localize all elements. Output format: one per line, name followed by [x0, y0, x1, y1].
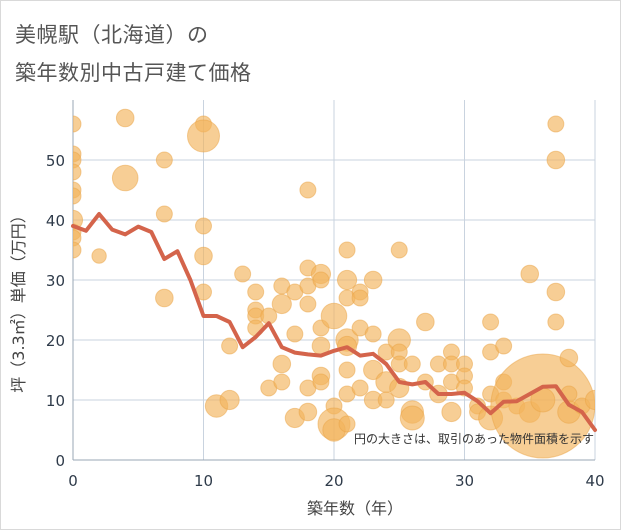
bubble-point: [546, 282, 566, 302]
y-tick-label: 10: [46, 392, 65, 410]
bubble-point: [286, 325, 304, 343]
bubble-point: [547, 115, 565, 133]
bubble-point: [247, 283, 265, 301]
x-tick-label: 20: [324, 472, 343, 490]
x-tick-label: 30: [455, 472, 474, 490]
y-axis-ticks: 0 10 20 30 40 50: [46, 152, 65, 470]
bubble-point: [221, 337, 239, 355]
bubble-point: [584, 389, 595, 411]
bubble-point: [272, 354, 292, 374]
bubble-point: [271, 293, 292, 315]
bubble-point: [363, 359, 384, 381]
chart-title-line2: 築年数別中古戸建て価格: [15, 61, 252, 85]
bubble-point: [187, 119, 220, 153]
bubble-point: [338, 241, 356, 259]
bubble-point: [377, 391, 395, 409]
bubble-point: [91, 248, 107, 264]
bubble-point: [482, 313, 500, 331]
size-annotation: 円の大きさは、取引のあった物件面積を示す: [354, 431, 594, 446]
bubble-point: [73, 187, 82, 205]
bubble-point: [338, 415, 356, 433]
x-tick-label: 40: [585, 472, 604, 490]
x-axis-ticks: 0 10 20 30 40: [68, 472, 604, 490]
bubble-point: [73, 163, 82, 181]
bubble-point: [559, 348, 579, 368]
bubble-point: [155, 205, 173, 223]
x-tick-label: 10: [194, 472, 213, 490]
y-tick-label: 40: [46, 212, 65, 230]
bubble-point: [299, 295, 317, 313]
trend-line: [71, 212, 597, 432]
y-tick-label: 0: [55, 452, 65, 470]
bubble-point: [351, 289, 369, 307]
bubble-point: [403, 355, 421, 373]
bubble-point: [155, 151, 173, 169]
bubble-point: [219, 389, 240, 411]
y-tick-label: 30: [46, 272, 65, 290]
y-tick-label: 20: [46, 332, 65, 350]
chart-title-line1: 美幌駅（北海道）の: [15, 23, 209, 47]
bubble-point: [312, 373, 330, 391]
bubble-point: [520, 264, 540, 284]
bubble-point: [111, 164, 139, 192]
x-tick-label: 0: [68, 472, 78, 490]
bubble-point: [495, 337, 513, 355]
bubble-point: [364, 325, 382, 343]
bubble-point: [234, 265, 252, 283]
bubble-point: [399, 405, 425, 431]
y-axis-label: 坪（3.3㎡）単価（万円）: [9, 207, 28, 392]
bubble-point: [351, 379, 369, 397]
bubble-point: [273, 373, 291, 391]
bubble-point: [73, 115, 82, 133]
bubble-point: [338, 361, 356, 379]
bubble-point: [546, 150, 566, 170]
bubble-point: [298, 402, 318, 422]
bubble-series: [73, 108, 595, 459]
bubble-point: [155, 288, 174, 308]
bubble-point: [416, 312, 435, 332]
bubble-point: [363, 270, 383, 290]
bubble-point: [195, 217, 212, 235]
bubble-point: [299, 181, 317, 199]
y-tick-label: 50: [46, 152, 65, 170]
bubble-point: [441, 401, 462, 423]
bubble-point: [115, 108, 135, 128]
bubble-point: [320, 302, 348, 330]
x-axis-label: 築年数（年）: [307, 499, 403, 518]
bubble-point: [547, 313, 565, 331]
bubble-point: [312, 271, 330, 289]
bubble-point: [194, 246, 213, 266]
bubble-point: [73, 241, 82, 259]
bubble-point: [390, 241, 408, 259]
